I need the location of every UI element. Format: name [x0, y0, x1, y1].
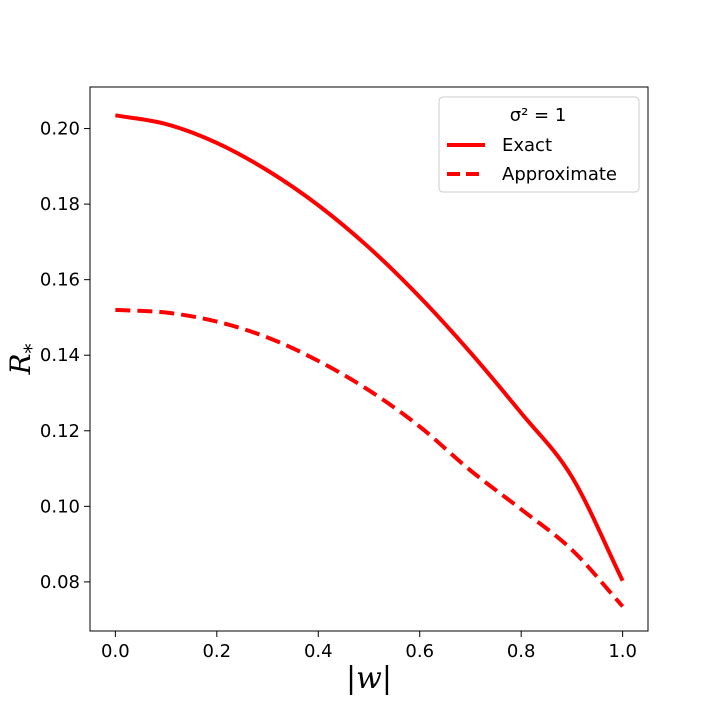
- series-line-exact: [115, 113, 625, 582]
- x-axis-label: |w|: [346, 661, 392, 696]
- plot-area: [89, 86, 649, 632]
- legend-title: σ² = 1: [510, 105, 567, 126]
- y-axis-ticks: 0.08 0.10 0.12 0.14 0.16 0.18 0.20: [40, 119, 90, 593]
- x-tick-label: 0.6: [405, 641, 434, 662]
- y-axis-label: R*: [4, 343, 43, 375]
- x-axis-ticks: 0.0 0.2 0.4 0.6 0.8 1.0: [101, 631, 637, 662]
- x-tick-label: 0.2: [202, 641, 231, 662]
- legend-label-approximate: Approximate: [502, 164, 617, 185]
- x-tick-label: 0.0: [101, 641, 130, 662]
- y-tick-label: 0.16: [40, 270, 80, 291]
- y-tick-label: 0.10: [40, 496, 80, 517]
- series-layer: [115, 113, 625, 608]
- y-tick-label: 0.14: [40, 345, 80, 366]
- y-tick-label: 0.20: [40, 119, 80, 140]
- legend: σ² = 1 Exact Approximate: [438, 96, 640, 193]
- x-tick-label: 0.4: [304, 641, 333, 662]
- x-tick-label: 0.8: [507, 641, 536, 662]
- y-tick-label: 0.08: [40, 572, 80, 593]
- y-tick-label: 0.18: [40, 194, 80, 215]
- y-tick-label: 0.12: [40, 421, 80, 442]
- legend-box: [438, 96, 640, 193]
- x-tick-label: 1.0: [608, 641, 637, 662]
- series-line-approximate: [115, 307, 625, 608]
- legend-label-exact: Exact: [502, 135, 552, 156]
